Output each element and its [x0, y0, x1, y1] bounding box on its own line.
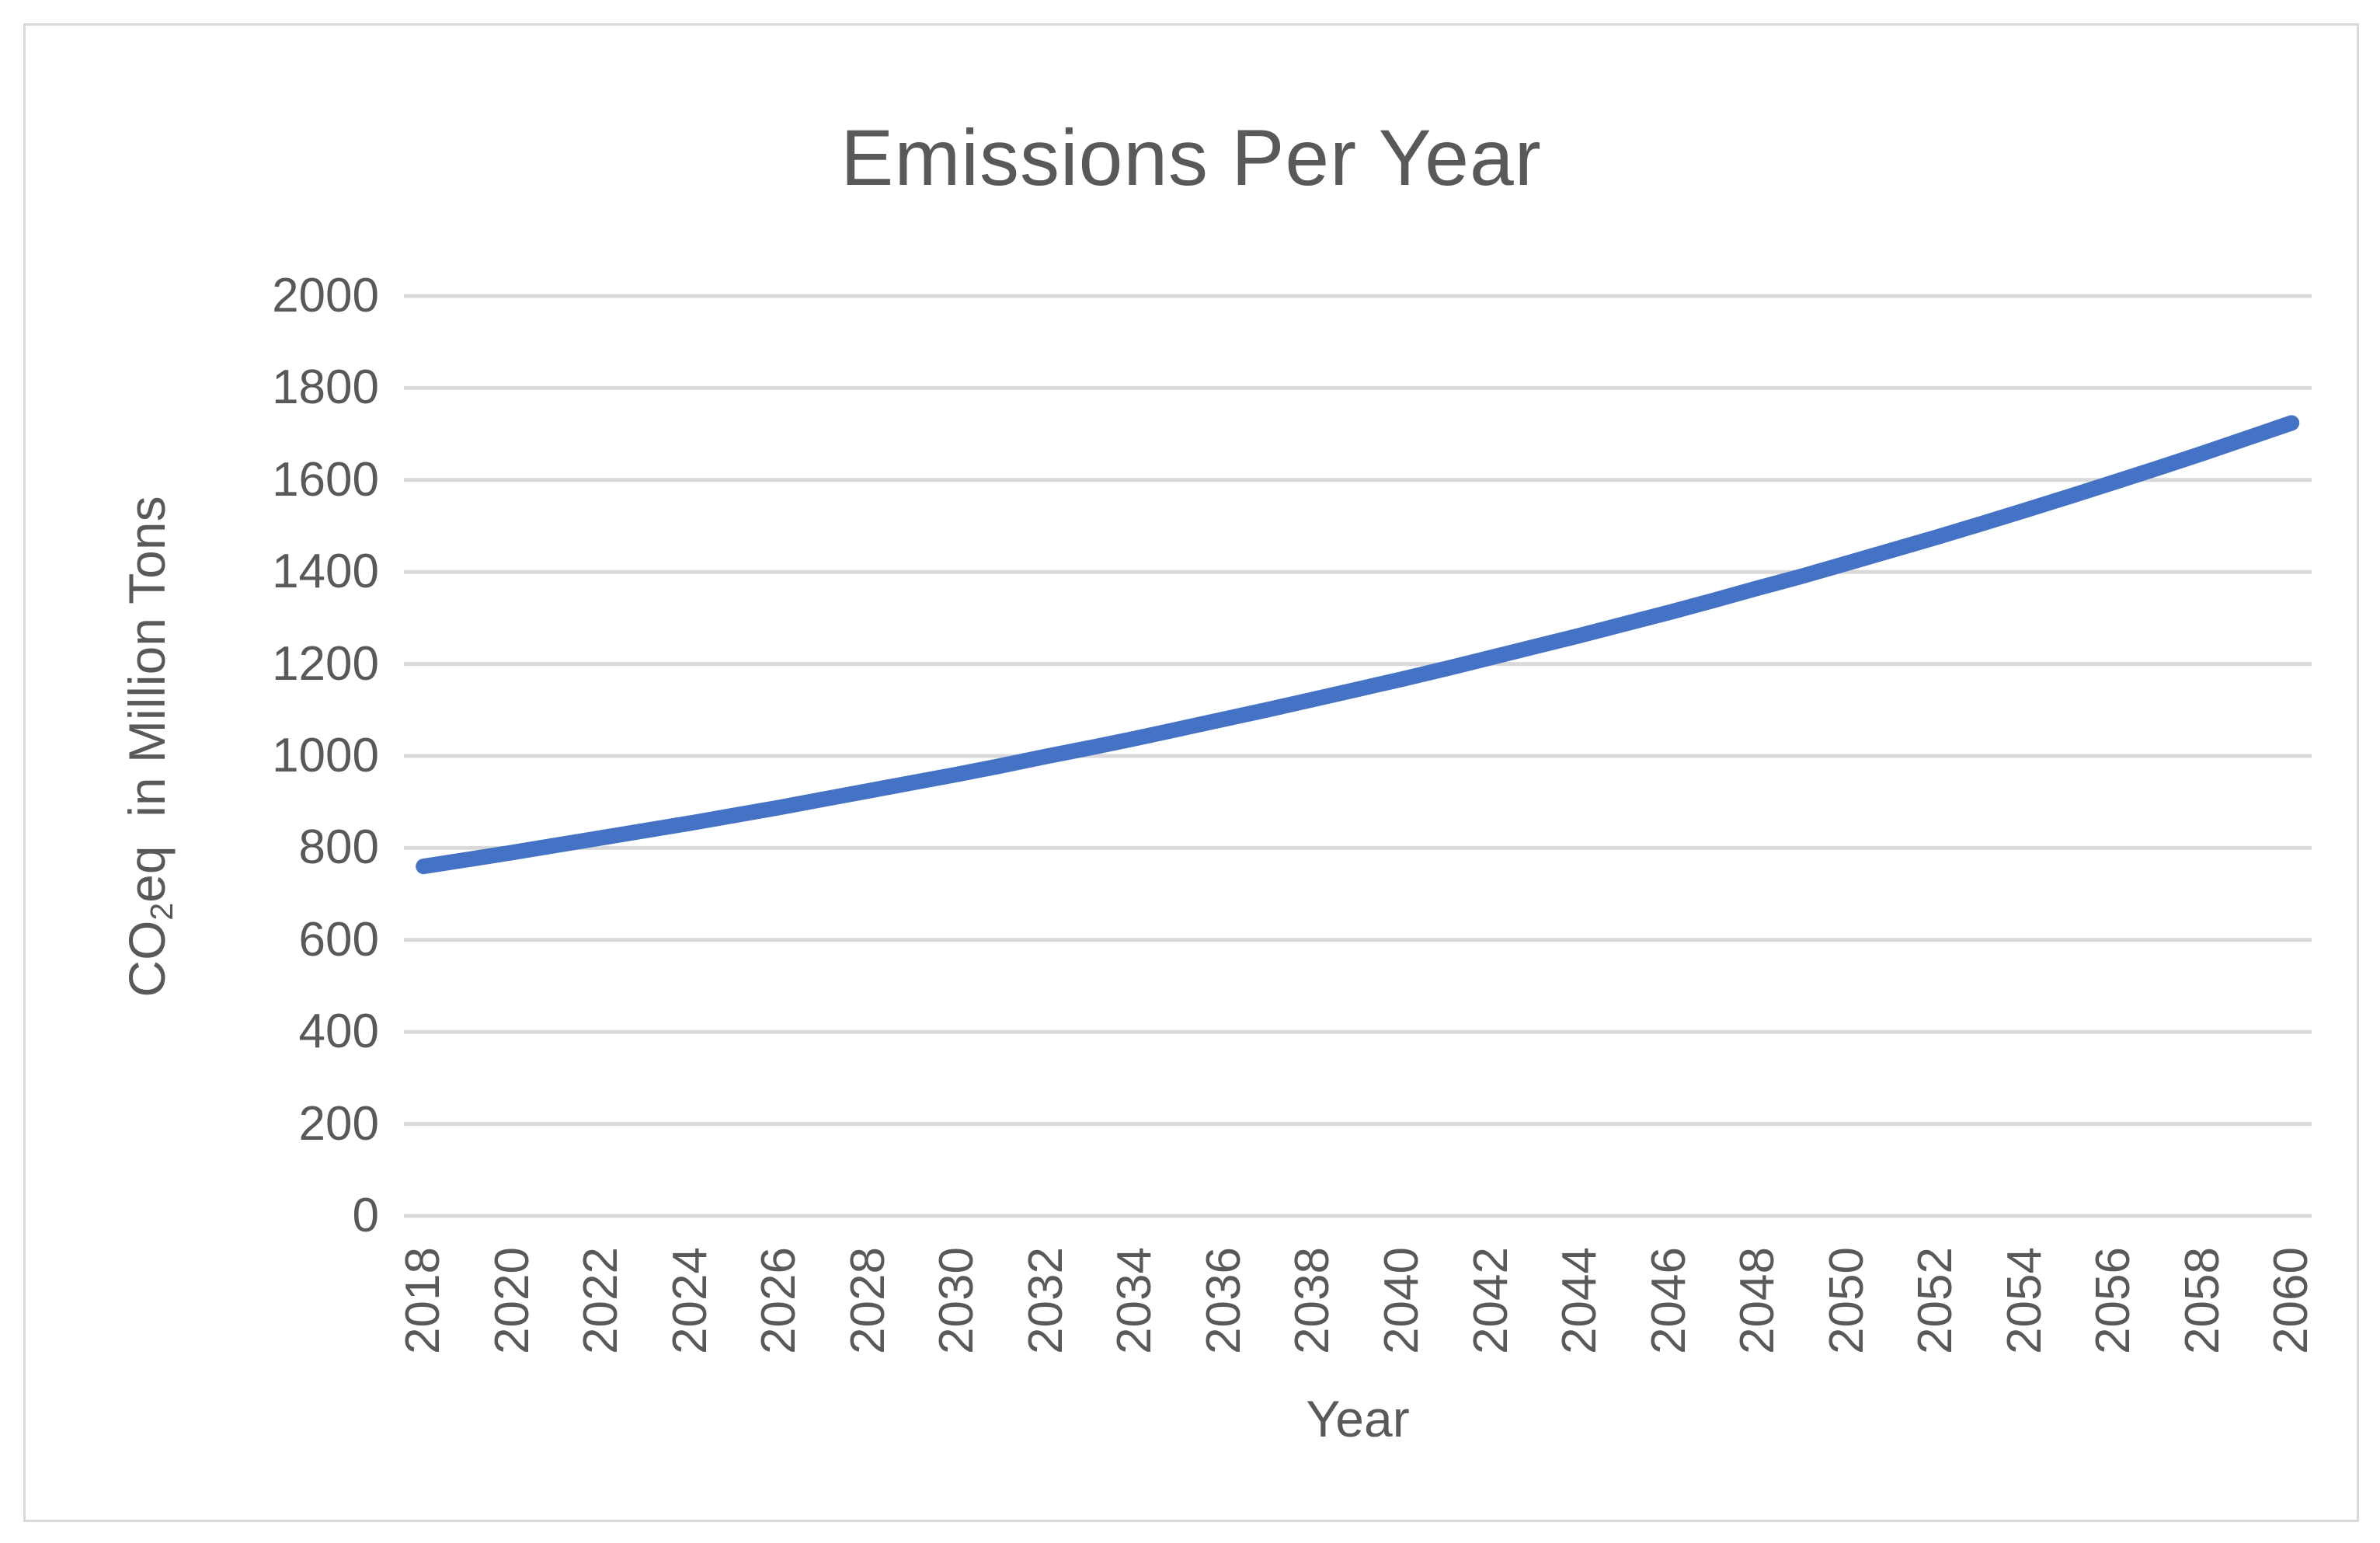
- x-tick-label: 2048: [1731, 1247, 1785, 1354]
- y-axis-title: CO2eq in Million Tons: [117, 448, 180, 1045]
- y-tick-label: 1200: [272, 636, 379, 691]
- x-tick-label: 2044: [1553, 1247, 1607, 1354]
- y-tick-label: 1400: [272, 545, 379, 599]
- x-tick-label: 2020: [485, 1247, 539, 1354]
- y-axis-title-subscript: 2: [144, 902, 180, 921]
- y-axis-title-suffix: eq in Million Tons: [118, 496, 176, 903]
- y-tick-label: 400: [298, 1005, 379, 1059]
- y-tick-label: 1000: [272, 729, 379, 782]
- x-tick-label: 2018: [396, 1247, 451, 1354]
- x-tick-label: 2058: [2175, 1247, 2229, 1354]
- x-tick-label: 2040: [1374, 1247, 1428, 1354]
- plot-area: [404, 294, 2312, 1218]
- x-tick-label: 2060: [2264, 1247, 2319, 1354]
- x-tick-label: 2022: [574, 1247, 628, 1354]
- y-tick-label: 0: [352, 1189, 379, 1242]
- x-tick-label: 2032: [1018, 1247, 1073, 1354]
- emissions-line-series: [416, 415, 2300, 875]
- chart-frame: Emissions Per Year 2000 1800 1600 1400 1200 1…: [23, 23, 2359, 1522]
- x-tick-label: 2054: [1997, 1247, 2051, 1354]
- x-tick-label: 2028: [840, 1247, 895, 1354]
- y-tick-label: 600: [298, 912, 379, 967]
- y-axis-title-prefix: CO: [118, 920, 176, 998]
- x-tick-label: 2024: [663, 1247, 717, 1354]
- x-tick-label: 2030: [930, 1247, 984, 1354]
- y-tick-label: 2000: [272, 269, 379, 322]
- y-tick-label: 1800: [272, 360, 379, 415]
- x-tick-label: 2036: [1196, 1247, 1251, 1354]
- x-tick-label: 2052: [1909, 1247, 1963, 1354]
- x-tick-label: 2038: [1286, 1247, 1340, 1354]
- x-tick-label: 2026: [752, 1247, 806, 1354]
- y-tick-label: 1600: [272, 452, 379, 507]
- chart-title: Emissions Per Year: [840, 113, 1542, 202]
- gridline-group: [404, 294, 2312, 1218]
- x-tick-label: 2042: [1463, 1247, 1518, 1354]
- x-tick-label: 2046: [1641, 1247, 1696, 1354]
- x-tick-label: 2034: [1108, 1247, 1162, 1354]
- y-tick-label: 200: [298, 1096, 379, 1151]
- x-axis-title: Year: [1306, 1390, 1410, 1447]
- y-tick-label: 800: [298, 820, 379, 875]
- x-tick-label: 2050: [1819, 1247, 1874, 1354]
- x-tick-label: 2056: [2086, 1247, 2141, 1354]
